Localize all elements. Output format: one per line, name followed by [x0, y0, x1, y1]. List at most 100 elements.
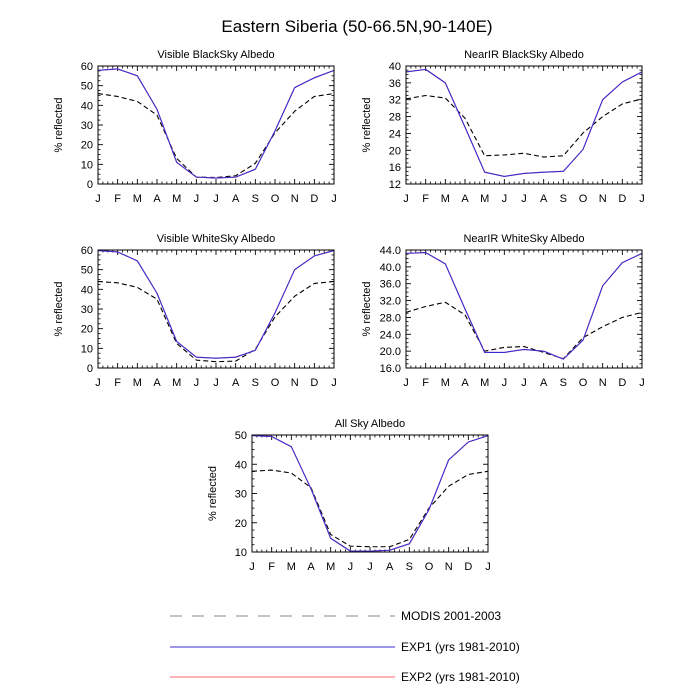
x-tick-label: N [445, 561, 453, 573]
figure-title: Eastern Siberia (50-66.5N,90-140E) [221, 17, 492, 36]
y-tick-label: 50 [81, 265, 93, 277]
legend-item-exp1: EXP1 (yrs 1981-2010) [170, 640, 520, 654]
x-tick-label: A [232, 377, 240, 389]
y-tick-label: 40 [81, 100, 93, 112]
y-tick-label: 50 [81, 81, 93, 93]
y-tick-label: 30 [235, 489, 247, 501]
x-tick-label: D [618, 193, 626, 205]
x-tick-label: N [291, 193, 299, 205]
x-tick-label: S [560, 377, 567, 389]
x-tick-label: M [172, 193, 181, 205]
x-tick-label: J [521, 377, 527, 389]
plot-frame [97, 65, 335, 185]
x-tick-label: M [287, 561, 296, 573]
x-tick-label: A [232, 193, 240, 205]
y-tick-label: 24.0 [380, 329, 401, 341]
x-tick-label: A [386, 561, 394, 573]
legend-item-exp2: EXP2 (yrs 1981-2010) [170, 670, 520, 684]
y-tick-label: 30 [81, 120, 93, 132]
y-tick-label: 60 [81, 245, 93, 257]
x-tick-label: J [331, 377, 337, 389]
x-tick-label: J [194, 193, 200, 205]
legend: MODIS 2001-2003 EXP1 (yrs 1981-2010) EXP2 … [170, 609, 520, 684]
y-tick-label: 28 [389, 112, 401, 124]
y-tick-label: 60 [81, 61, 93, 73]
x-tick-label: N [291, 377, 299, 389]
plot-frame [97, 249, 335, 369]
x-tick-label: J [331, 193, 337, 205]
x-tick-label: J [502, 377, 508, 389]
x-tick-label: F [422, 193, 429, 205]
x-tick-label: M [133, 377, 142, 389]
y-tick-label: 24 [389, 128, 401, 140]
x-tick-label: S [560, 193, 567, 205]
y-tick-label: 44.0 [380, 245, 401, 257]
y-tick-label: 20 [235, 518, 247, 530]
x-tick-label: M [480, 377, 489, 389]
x-tick-label: A [540, 193, 548, 205]
x-tick-label: S [406, 561, 413, 573]
y-tick-label: 30 [81, 304, 93, 316]
x-tick-label: S [252, 193, 259, 205]
x-tick-label: N [599, 193, 607, 205]
x-tick-label: J [95, 377, 101, 389]
plot-frame [251, 434, 489, 553]
y-tick-label: 20 [81, 324, 93, 336]
chart-title: Visible WhiteSky Albedo [157, 233, 275, 245]
y-tick-label: 20 [81, 140, 93, 152]
series-line-modis [405, 94, 643, 158]
y-tick-label: 40 [81, 284, 93, 296]
y-axis-label: % reflected [361, 281, 373, 336]
x-tick-label: N [599, 377, 607, 389]
chart-title: All Sky Albedo [335, 418, 405, 430]
x-tick-label: F [268, 561, 275, 573]
x-tick-label: A [461, 193, 469, 205]
x-tick-label: A [540, 377, 548, 389]
x-tick-label: J [213, 193, 219, 205]
x-tick-label: F [114, 193, 121, 205]
plot-frame [405, 65, 643, 185]
y-tick-label: 12 [389, 179, 401, 191]
y-tick-label: 20.0 [380, 346, 401, 358]
x-tick-label: O [579, 377, 588, 389]
x-tick-label: J [249, 561, 255, 573]
x-tick-label: D [464, 561, 472, 573]
series-line-exp1 [405, 251, 643, 360]
x-tick-label: J [639, 193, 645, 205]
y-tick-label: 10 [81, 343, 93, 355]
x-tick-label: M [326, 561, 335, 573]
y-tick-label: 40 [235, 459, 247, 471]
x-tick-label: J [639, 377, 645, 389]
x-tick-label: A [461, 377, 469, 389]
series-line-modis [405, 301, 643, 360]
series-line-modis [97, 280, 335, 363]
x-tick-label: F [114, 377, 121, 389]
y-tick-label: 16.0 [380, 363, 401, 375]
x-tick-label: J [502, 193, 508, 205]
x-tick-label: J [95, 193, 101, 205]
y-axis-label: % reflected [53, 281, 65, 336]
x-tick-label: F [422, 377, 429, 389]
y-tick-label: 0 [87, 179, 93, 191]
series-line-exp1 [97, 250, 335, 359]
x-tick-label: J [403, 193, 409, 205]
x-tick-label: M [133, 193, 142, 205]
y-axis-label: % reflected [207, 466, 219, 521]
x-tick-label: J [367, 561, 373, 573]
series-line-exp1 [405, 68, 643, 177]
legend-label: EXP1 (yrs 1981-2010) [401, 640, 520, 654]
chart-title: Visible BlackSky Albedo [157, 49, 274, 61]
chart-title: NearIR BlackSky Albedo [464, 49, 584, 61]
x-tick-label: O [425, 561, 434, 573]
x-tick-label: S [252, 377, 259, 389]
y-tick-label: 0 [87, 363, 93, 375]
y-tick-label: 28.0 [380, 312, 401, 324]
y-tick-label: 40 [389, 61, 401, 73]
x-tick-label: J [521, 193, 527, 205]
